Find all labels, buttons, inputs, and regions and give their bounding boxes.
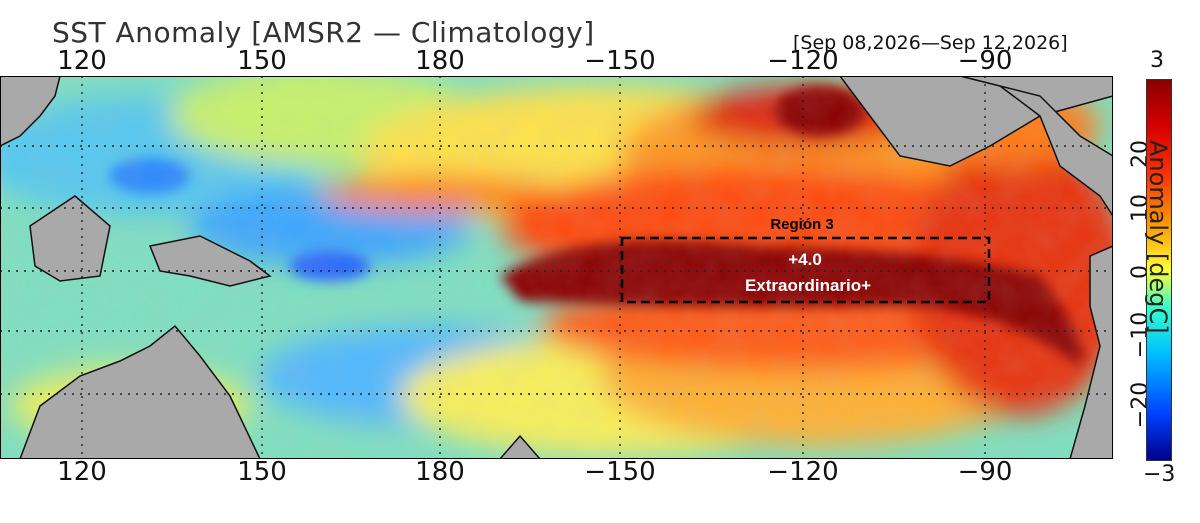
map-title: SST Anomaly [AMSR2 — Climatology] bbox=[52, 16, 595, 49]
colorbar bbox=[1146, 79, 1172, 461]
lon-tick-top-m120: −120 bbox=[767, 46, 839, 76]
lon-tick-bottom-180: 180 bbox=[415, 457, 465, 487]
date-range: [Sep 08,2026—Sep 12,2026] bbox=[793, 32, 1068, 54]
lon-tick-top-120: 120 bbox=[57, 46, 107, 76]
borneo-land bbox=[29, 195, 111, 282]
central-america-land bbox=[959, 76, 1113, 218]
colorbar-max: 3 bbox=[1150, 48, 1164, 73]
south-america-land bbox=[1069, 245, 1113, 459]
lon-tick-bottom-m90: −90 bbox=[957, 457, 1013, 487]
lon-tick-top-m150: −150 bbox=[584, 46, 656, 76]
lon-tick-bottom-150: 150 bbox=[237, 457, 287, 487]
lon-tick-bottom-m120: −120 bbox=[767, 457, 839, 487]
region-name: Región 3 bbox=[770, 216, 834, 233]
asia-land bbox=[0, 76, 61, 147]
lon-tick-top-150: 150 bbox=[237, 46, 287, 76]
lon-tick-top-180: 180 bbox=[415, 46, 465, 76]
new-zealand-land bbox=[499, 434, 541, 459]
sst-anomaly-map bbox=[0, 76, 1113, 459]
lon-tick-bottom-120: 120 bbox=[57, 457, 107, 487]
region-value: +4.0 bbox=[788, 250, 822, 269]
mexico-land bbox=[839, 76, 1113, 167]
new-guinea-land bbox=[148, 235, 272, 287]
colorbar-title: Anomaly [degC] bbox=[1144, 140, 1172, 334]
colorbar-min: −3 bbox=[1143, 462, 1176, 487]
australia-land bbox=[19, 324, 261, 459]
lon-tick-top-m90: −90 bbox=[957, 46, 1013, 76]
region-category: Extraordinario+ bbox=[744, 276, 872, 295]
region-3-box bbox=[620, 236, 991, 304]
lon-tick-bottom-m150: −150 bbox=[584, 457, 656, 487]
